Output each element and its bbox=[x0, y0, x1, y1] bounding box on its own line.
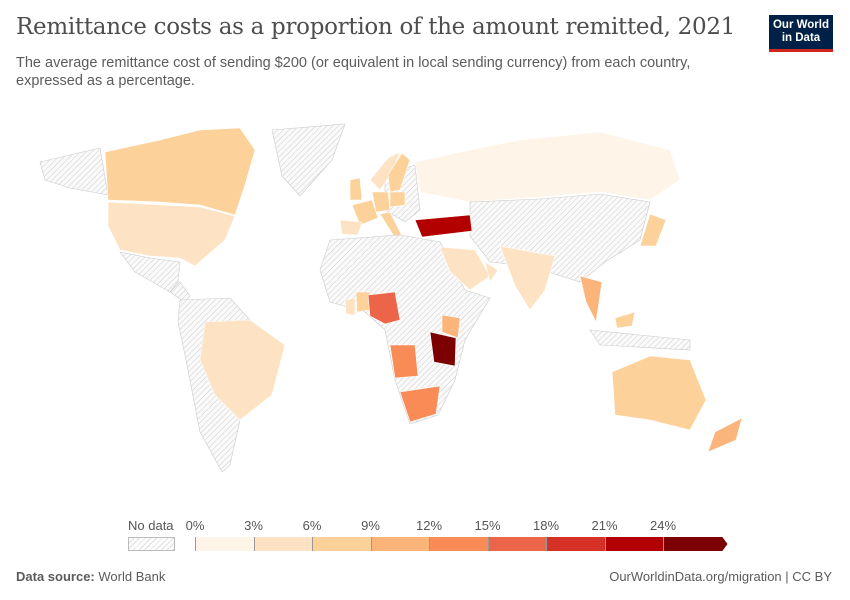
legend-tick-label: 21% bbox=[591, 518, 618, 533]
legend-tick-label: 12% bbox=[415, 518, 443, 533]
legend-tick-label: 3% bbox=[244, 518, 263, 533]
country-central-america[interactable] bbox=[169, 281, 191, 303]
owid-logo[interactable]: Our World in Data bbox=[769, 15, 833, 52]
legend-bin[interactable] bbox=[604, 537, 663, 551]
legend-bin[interactable] bbox=[312, 537, 371, 551]
color-legend: No data 0% 3% 6% 9% 12% 15% 18% 21% 24% bbox=[0, 515, 850, 555]
country-kenya[interactable] bbox=[441, 314, 461, 339]
country-ghana[interactable] bbox=[344, 297, 356, 316]
country-brazil[interactable] bbox=[199, 319, 286, 421]
country-united-states[interactable] bbox=[107, 201, 236, 267]
country-indonesia[interactable] bbox=[589, 329, 691, 351]
country-germany[interactable] bbox=[371, 191, 391, 213]
legend-bin[interactable] bbox=[663, 537, 728, 551]
country-mexico[interactable] bbox=[119, 251, 181, 293]
legend-bin[interactable] bbox=[253, 537, 312, 551]
country-spain[interactable] bbox=[339, 219, 363, 236]
country-malaysia[interactable] bbox=[614, 311, 636, 329]
legend-tick-label: 9% bbox=[361, 518, 380, 533]
country-united-kingdom[interactable] bbox=[349, 177, 363, 201]
country-canada[interactable] bbox=[104, 127, 256, 216]
country-angola[interactable] bbox=[389, 344, 419, 379]
legend-bin[interactable] bbox=[487, 537, 546, 551]
country-turkey[interactable] bbox=[414, 214, 473, 238]
country-new-zealand[interactable] bbox=[707, 417, 743, 453]
legend-tick-label: 6% bbox=[302, 518, 322, 533]
country-sweden[interactable] bbox=[387, 152, 411, 193]
legend-tick-label: 18% bbox=[532, 518, 560, 533]
country-cameroon[interactable] bbox=[367, 291, 401, 325]
country-saudi-arabia[interactable] bbox=[439, 246, 491, 291]
country-japan[interactable] bbox=[639, 213, 667, 247]
world-map bbox=[39, 123, 743, 473]
no-data-label: No data bbox=[128, 518, 174, 533]
legend-bin[interactable] bbox=[195, 537, 254, 551]
legend-bin[interactable] bbox=[370, 537, 429, 551]
country-france[interactable] bbox=[351, 199, 379, 226]
legend-tick-label: 15% bbox=[474, 518, 501, 533]
country-thailand[interactable] bbox=[579, 275, 603, 323]
source-label: Data source: bbox=[16, 569, 95, 584]
no-data-swatch bbox=[128, 537, 175, 551]
source-name[interactable]: World Bank bbox=[98, 569, 166, 584]
country-russia[interactable] bbox=[414, 131, 681, 203]
data-source: Data source: World Bank bbox=[16, 569, 165, 584]
country-australia[interactable] bbox=[611, 355, 707, 431]
country-india[interactable] bbox=[499, 245, 556, 311]
footer-url[interactable]: OurWorldinData.org/migration | CC BY bbox=[609, 569, 832, 584]
legend-bin[interactable] bbox=[546, 537, 605, 551]
legend-tick-label: 24% bbox=[649, 518, 677, 533]
country-south-africa[interactable] bbox=[399, 385, 441, 423]
legend-bin[interactable] bbox=[429, 537, 488, 551]
country-greenland[interactable] bbox=[271, 123, 346, 197]
chart-title: Remittance costs as a proportion of the … bbox=[16, 14, 735, 40]
legend-tick-label: 0% bbox=[185, 518, 205, 533]
country-alaska[interactable] bbox=[39, 147, 109, 196]
chart-subtitle: The average remittance cost of sending $… bbox=[16, 55, 691, 89]
country-poland[interactable] bbox=[389, 191, 406, 208]
country-tanzania[interactable] bbox=[429, 331, 457, 367]
country-oman[interactable] bbox=[484, 261, 499, 283]
country-asia-other[interactable] bbox=[469, 193, 651, 283]
